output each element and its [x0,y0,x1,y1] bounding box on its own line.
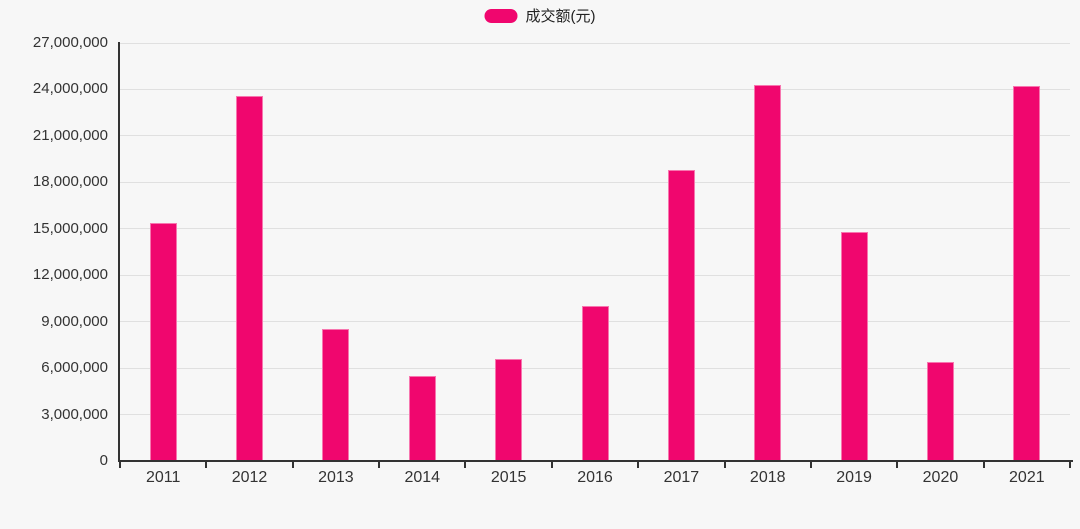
bar-2013[interactable] [322,329,350,460]
tick-mark [291,462,294,468]
tick-mark [723,462,726,468]
bar-2021[interactable] [1013,86,1041,460]
bar-2020[interactable] [926,361,954,460]
bar-2016[interactable] [581,305,609,460]
plot-area: 0 3,000,000 6,000,000 9,000,000 12,000,000 15… [33,34,1073,486]
x-axis-line [118,460,1073,462]
gridline [120,274,1070,276]
bar-2012[interactable] [236,96,264,460]
legend-item[interactable]: 成交额(元) [484,5,596,26]
x-axis-label: 2014 [404,469,441,486]
bar-2017[interactable] [667,169,695,460]
y-axis-label: 15,000,000 [32,219,108,237]
tick-mark [550,462,553,468]
tick-mark [378,462,381,468]
legend-label: 成交额(元) [525,8,596,25]
x-axis-label: 2013 [318,469,354,486]
tick-mark [809,462,812,468]
tick-mark [205,462,208,468]
x-axis-label: 2015 [490,469,527,486]
x-axis-label: 2011 [145,469,181,486]
bar-2018[interactable] [754,85,782,460]
y-axis-label: 6,000,000 [41,359,108,377]
tick-mark [1069,462,1071,468]
legend-swatch-icon [484,8,518,23]
tick-mark [637,462,640,468]
x-axis-label: 2019 [836,469,872,486]
bar-2015[interactable] [495,358,523,460]
y-axis-label: 3,000,000 [41,405,108,423]
tick-mark [464,462,467,468]
gridline [120,228,1070,230]
y-axis-line [118,42,120,462]
gridline [120,181,1070,183]
y-axis-label: 21,000,000 [32,126,108,144]
y-axis-label: 9,000,000 [41,312,108,330]
gridline [120,135,1070,137]
y-axis-label: 12,000,000 [32,266,108,284]
y-axis-label: 18,000,000 [32,173,108,191]
x-axis-label: 2021 [1009,469,1045,486]
x-axis-label: 2020 [922,469,959,486]
y-axis-label: 24,000,000 [32,80,108,98]
tick-mark [982,462,985,468]
x-axis-label: 2017 [663,469,700,486]
x-axis-label: 2016 [577,469,613,486]
x-axis-label: 2018 [749,469,786,486]
gridline [120,42,1070,44]
bar-2014[interactable] [408,376,436,460]
gridline [120,88,1070,90]
bar-2019[interactable] [840,232,868,460]
tick-mark [119,462,121,468]
tick-mark [896,462,899,468]
y-axis-label: 0 [99,452,108,469]
x-axis-label: 2012 [231,469,268,486]
bar-2011[interactable] [149,223,177,460]
y-axis-label: 27,000,000 [32,34,108,51]
